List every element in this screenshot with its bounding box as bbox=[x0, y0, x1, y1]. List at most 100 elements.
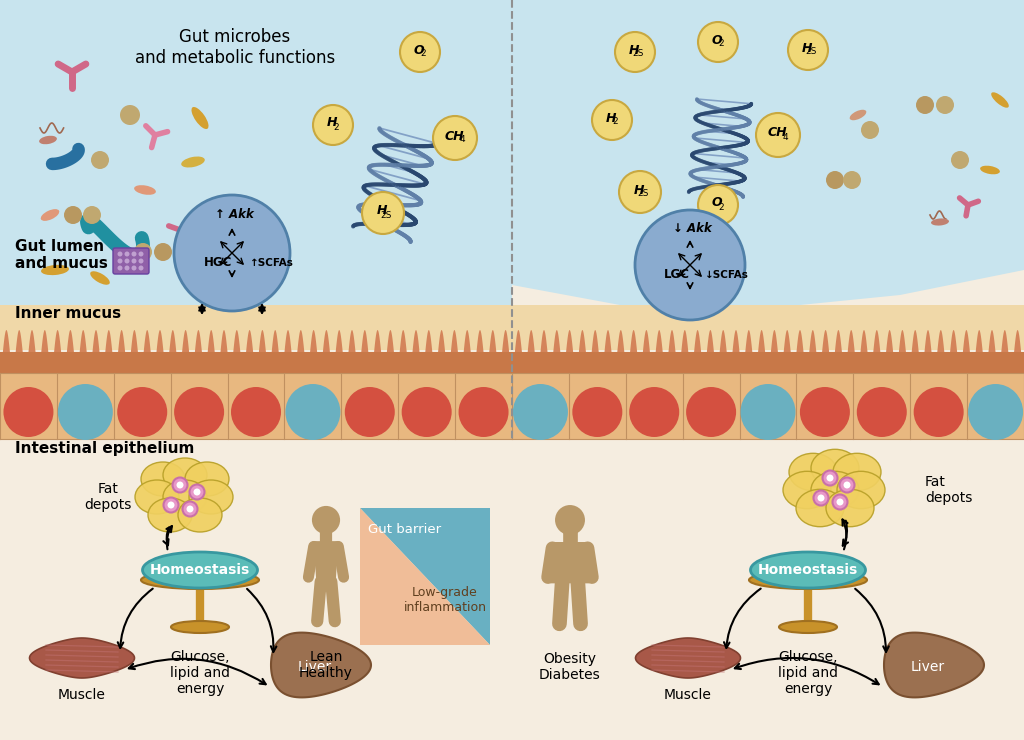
Circle shape bbox=[131, 252, 136, 257]
Ellipse shape bbox=[174, 387, 224, 437]
Ellipse shape bbox=[513, 384, 568, 440]
Ellipse shape bbox=[57, 384, 113, 440]
Ellipse shape bbox=[163, 480, 207, 514]
Polygon shape bbox=[360, 508, 490, 645]
Circle shape bbox=[176, 482, 183, 488]
Ellipse shape bbox=[181, 156, 205, 167]
Text: 2: 2 bbox=[612, 118, 618, 127]
Text: O: O bbox=[712, 197, 722, 209]
Text: ↓SCFAs: ↓SCFAs bbox=[705, 270, 749, 280]
Ellipse shape bbox=[135, 480, 179, 514]
Polygon shape bbox=[360, 508, 490, 645]
Circle shape bbox=[698, 22, 738, 62]
Ellipse shape bbox=[142, 552, 257, 588]
Ellipse shape bbox=[749, 571, 867, 589]
Ellipse shape bbox=[751, 552, 865, 588]
Text: Lean
Healthy: Lean Healthy bbox=[299, 650, 353, 680]
Ellipse shape bbox=[141, 571, 259, 589]
Text: 2S: 2S bbox=[638, 189, 649, 198]
Circle shape bbox=[118, 266, 123, 271]
Ellipse shape bbox=[968, 384, 1023, 440]
Text: Inner mucus: Inner mucus bbox=[15, 306, 121, 320]
Text: H: H bbox=[634, 184, 644, 197]
Text: Muscle: Muscle bbox=[664, 688, 712, 702]
Ellipse shape bbox=[796, 489, 844, 527]
Text: Obesity
Diabetes: Obesity Diabetes bbox=[539, 652, 601, 682]
Text: Gut barrier: Gut barrier bbox=[368, 523, 441, 536]
Circle shape bbox=[916, 96, 934, 114]
Ellipse shape bbox=[913, 387, 964, 437]
Ellipse shape bbox=[826, 489, 874, 527]
Text: Low-grade
inflammation: Low-grade inflammation bbox=[403, 586, 486, 614]
Circle shape bbox=[134, 243, 152, 261]
Text: 2S: 2S bbox=[381, 210, 392, 220]
Bar bbox=[0, 373, 1024, 439]
Bar bbox=[0, 352, 1024, 374]
Circle shape bbox=[592, 100, 632, 140]
Circle shape bbox=[186, 505, 194, 513]
Circle shape bbox=[951, 151, 969, 169]
Ellipse shape bbox=[833, 454, 881, 491]
Circle shape bbox=[840, 477, 854, 493]
Text: CH: CH bbox=[767, 127, 786, 140]
Text: Liver: Liver bbox=[298, 660, 332, 674]
Text: H: H bbox=[327, 116, 337, 130]
Ellipse shape bbox=[178, 498, 222, 532]
Circle shape bbox=[313, 105, 353, 145]
Ellipse shape bbox=[572, 387, 623, 437]
Circle shape bbox=[936, 96, 954, 114]
Circle shape bbox=[138, 266, 143, 271]
Circle shape bbox=[131, 258, 136, 263]
Ellipse shape bbox=[39, 135, 57, 144]
Circle shape bbox=[312, 506, 340, 534]
FancyBboxPatch shape bbox=[113, 248, 150, 274]
Circle shape bbox=[756, 113, 800, 157]
Text: H: H bbox=[377, 204, 387, 218]
Circle shape bbox=[91, 151, 109, 169]
Circle shape bbox=[833, 494, 848, 510]
Text: 4: 4 bbox=[459, 135, 465, 144]
Circle shape bbox=[131, 266, 136, 271]
Bar bbox=[0, 0, 512, 315]
Text: HGC: HGC bbox=[204, 257, 232, 269]
Polygon shape bbox=[313, 541, 338, 582]
Ellipse shape bbox=[3, 387, 53, 437]
Polygon shape bbox=[884, 633, 984, 697]
Ellipse shape bbox=[191, 107, 209, 129]
Text: O: O bbox=[712, 33, 722, 47]
Text: Gut lumen
and mucus: Gut lumen and mucus bbox=[15, 239, 108, 271]
Circle shape bbox=[635, 210, 745, 320]
Text: Muscle: Muscle bbox=[58, 688, 105, 702]
Circle shape bbox=[555, 505, 585, 535]
Circle shape bbox=[822, 471, 838, 485]
Ellipse shape bbox=[171, 621, 229, 633]
Ellipse shape bbox=[837, 471, 885, 508]
Polygon shape bbox=[551, 542, 590, 583]
Text: ↑ Akk: ↑ Akk bbox=[215, 208, 253, 221]
Circle shape bbox=[125, 258, 129, 263]
Ellipse shape bbox=[779, 621, 837, 633]
Ellipse shape bbox=[550, 546, 590, 582]
Ellipse shape bbox=[189, 480, 233, 514]
Circle shape bbox=[125, 252, 129, 257]
Circle shape bbox=[189, 485, 205, 500]
Circle shape bbox=[813, 491, 828, 505]
Bar bbox=[0, 350, 1024, 740]
Ellipse shape bbox=[459, 387, 509, 437]
Circle shape bbox=[837, 499, 844, 505]
Text: Intestinal epithelium: Intestinal epithelium bbox=[15, 440, 195, 456]
Circle shape bbox=[826, 474, 834, 482]
Ellipse shape bbox=[141, 462, 185, 496]
Circle shape bbox=[433, 116, 477, 160]
Ellipse shape bbox=[148, 498, 193, 532]
Circle shape bbox=[138, 252, 143, 257]
Text: Liver: Liver bbox=[911, 660, 945, 674]
Ellipse shape bbox=[980, 166, 999, 175]
Text: ↑SCFAs: ↑SCFAs bbox=[250, 258, 294, 268]
Ellipse shape bbox=[811, 449, 859, 487]
Ellipse shape bbox=[286, 384, 340, 440]
Circle shape bbox=[182, 502, 198, 517]
Text: 2: 2 bbox=[334, 123, 339, 132]
Polygon shape bbox=[512, 0, 1024, 310]
Circle shape bbox=[400, 32, 440, 72]
